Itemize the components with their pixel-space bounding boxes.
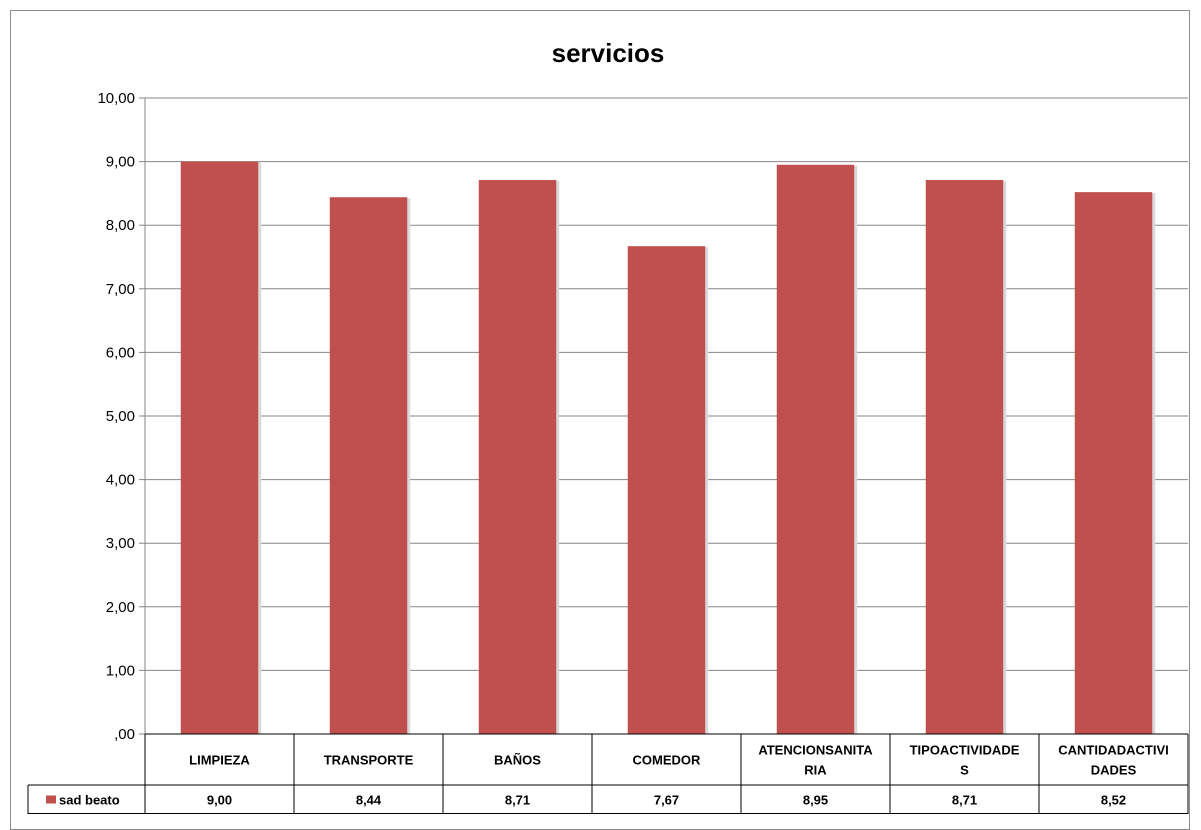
x-category-label: TRANSPORTE (324, 753, 414, 768)
bar (776, 164, 855, 734)
data-table: LIMPIEZA TRANSPORTE BAÑOS COMEDOR ATENCIONSA… (27, 733, 1189, 814)
x-category-label: LIMPIEZA (189, 753, 250, 768)
bar (627, 246, 706, 735)
x-category-label: TIPOACTIVIDADE (910, 743, 1020, 758)
y-tick-label: 7,00 (106, 281, 135, 298)
x-category-label: DADES (1091, 763, 1137, 778)
bar (478, 180, 557, 734)
y-axis-ticks: ,00 1,00 2,00 3,00 4,00 5,00 6,00 7,00 8,00 9,00 1… (97, 90, 146, 743)
y-tick-label: 9,00 (106, 154, 135, 171)
y-tick-label: 8,00 (106, 217, 135, 234)
bar (180, 161, 259, 735)
bars (180, 161, 1156, 735)
y-tick-label: 2,00 (106, 599, 135, 616)
legend-series-name: sad beato (59, 793, 120, 808)
y-tick-label: ,00 (114, 726, 135, 743)
data-table-value: 8,71 (505, 793, 530, 808)
x-category-label: BAÑOS (494, 753, 541, 768)
y-tick-label: 5,00 (106, 408, 135, 425)
x-category-label: COMEDOR (633, 753, 702, 768)
y-tick-label: 4,00 (106, 472, 135, 489)
data-table-value: 9,00 (207, 793, 232, 808)
data-table-value: 8,95 (803, 793, 828, 808)
legend-swatch (46, 795, 56, 804)
bar (925, 180, 1004, 734)
data-table-value: 8,44 (356, 793, 382, 808)
x-category-label: CANTIDADACTIVI (1058, 743, 1169, 758)
y-tick-label: 1,00 (106, 662, 135, 679)
x-category-label: RIA (804, 763, 827, 778)
x-category-label: S (960, 763, 969, 778)
data-table-value: 8,71 (952, 793, 977, 808)
y-tick-label: 3,00 (106, 535, 135, 552)
bar (329, 197, 408, 734)
data-table-value: 7,67 (654, 793, 679, 808)
gridlines (145, 97, 1188, 671)
chart-title: servicios (552, 38, 665, 68)
bar (1074, 192, 1153, 735)
y-tick-label: 10,00 (97, 90, 135, 107)
data-table-value: 8,52 (1101, 793, 1126, 808)
y-tick-label: 6,00 (106, 344, 135, 361)
x-category-label: ATENCIONSANITA (758, 743, 873, 758)
